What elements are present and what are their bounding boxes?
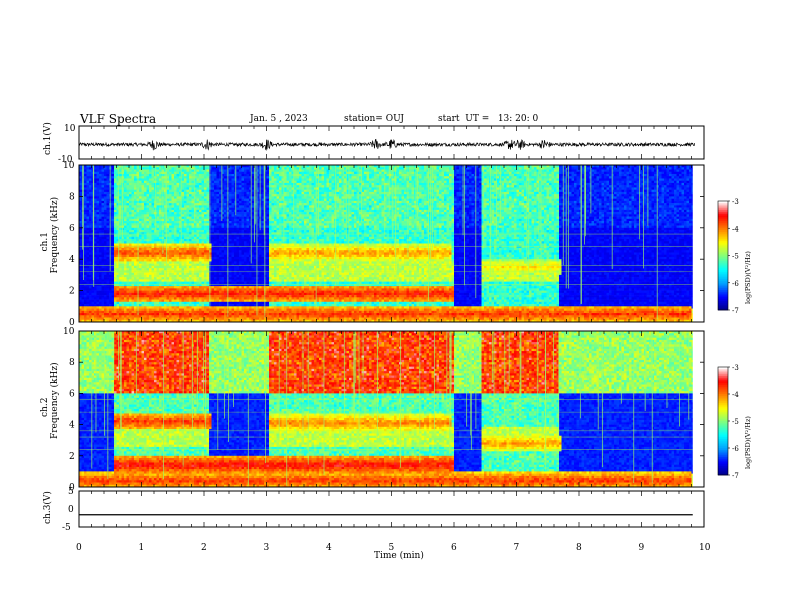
- ch2-ytick-label: 10: [63, 327, 75, 337]
- x-tick-label: 3: [264, 543, 270, 553]
- x-tick-label: 0: [76, 543, 82, 553]
- ch2-channel-label: ch.2: [40, 398, 50, 417]
- ch2-blank-tail: [693, 331, 704, 487]
- ch1-waveform-line: [79, 139, 695, 150]
- ch2-ytick-label: 2: [69, 452, 75, 462]
- ch1-ytick-label: 10: [63, 161, 75, 171]
- ch1-channel-label: ch.1: [40, 232, 50, 251]
- ch1-ytick-label: 6: [69, 224, 75, 234]
- ch2-ytick-label: 6: [69, 389, 75, 399]
- ch1-colorbar-tick-label: -6: [732, 280, 739, 288]
- ch1-colorbar-tick-label: -4: [732, 225, 739, 233]
- ch2-colorbar-tick-label: -5: [732, 418, 739, 426]
- ch2-colorbar-tick-label: -3: [732, 364, 739, 372]
- ch1-ytick-label: 2: [69, 287, 75, 297]
- x-tick-label: 1: [139, 543, 145, 553]
- ch3-waveform-frame: [79, 491, 704, 527]
- x-tick-label: 9: [639, 543, 645, 553]
- ch2-ylabel: Frequency (kHz): [49, 362, 60, 439]
- ch2-ytick-label: 4: [69, 421, 75, 431]
- ch1-colorbar-label: log(PSD)(V²/Hz): [744, 251, 752, 304]
- ch2-colorbar-tick-label: -7: [732, 472, 739, 480]
- x-tick-label: 10: [699, 543, 711, 553]
- ch1-waveform-ylabel: ch.1(V): [42, 122, 53, 155]
- ch2-colorbar-tick-label: -6: [732, 445, 739, 453]
- ch3-ytick-label: 5: [68, 487, 74, 497]
- ch2-colorbar-tick-label: -4: [732, 391, 739, 399]
- ch2-colorbar: [718, 367, 728, 475]
- x-tick-label: 6: [451, 543, 457, 553]
- ch1-colorbar-tick-label: -5: [732, 253, 739, 261]
- ch1-colorbar-tick-label: -7: [732, 307, 739, 315]
- x-tick-label: 7: [514, 543, 520, 553]
- ch1-ytick-label: 4: [69, 255, 75, 265]
- x-tick-label: 4: [326, 543, 332, 553]
- ch1-colorbar: [718, 201, 728, 310]
- ch2-colorbar-label: log(PSD)(V²/Hz): [744, 416, 752, 469]
- ch1-ytick-label: 8: [69, 192, 75, 202]
- ch3-waveform-ylabel: ch.3(V): [42, 491, 53, 524]
- ch3-ytick-label: -5: [62, 523, 71, 533]
- ch3-ytick-label: 0: [68, 505, 74, 515]
- ch1-ylabel: Frequency (kHz): [49, 197, 60, 274]
- ch2-ytick-label: 8: [69, 358, 75, 368]
- x-axis-label: Time (min): [374, 550, 424, 561]
- ch1-spectrogram-image: [79, 165, 694, 322]
- ch1-colorbar-tick-label: -3: [732, 198, 739, 206]
- ch1-blank-tail: [693, 165, 704, 322]
- x-tick-label: 8: [576, 543, 582, 553]
- ch1-ytick-top: 10: [64, 124, 76, 134]
- x-tick-label: 2: [201, 543, 207, 553]
